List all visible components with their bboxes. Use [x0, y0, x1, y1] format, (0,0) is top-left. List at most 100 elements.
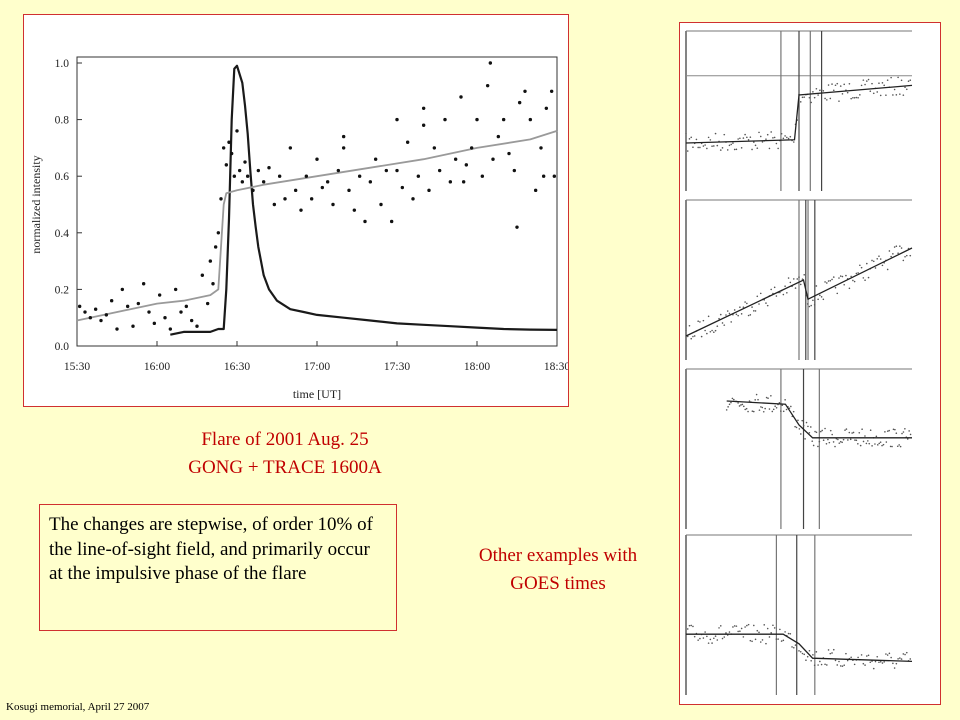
example-data-point	[906, 438, 909, 440]
example-data-point	[761, 639, 764, 641]
example-data-point	[831, 83, 833, 85]
data-point	[211, 282, 215, 286]
data-point	[104, 313, 109, 317]
data-point	[523, 89, 527, 94]
example-data-point	[686, 628, 689, 630]
example-data-point	[755, 393, 758, 396]
data-point	[469, 146, 474, 150]
data-point	[147, 310, 151, 314]
data-point	[315, 157, 319, 161]
example-data-point	[735, 313, 738, 316]
example-data-point	[834, 286, 837, 289]
example-data-point	[716, 144, 719, 147]
example-data-point	[878, 442, 881, 445]
example-data-point	[801, 652, 804, 655]
example-data-point	[747, 623, 750, 626]
example-data-point	[810, 304, 812, 307]
data-point	[352, 208, 357, 212]
example-data-point	[815, 87, 818, 90]
example-data-point	[767, 397, 769, 400]
example-data-point	[909, 658, 912, 660]
example-data-point	[792, 646, 795, 649]
example-data-point	[739, 137, 741, 140]
data-point	[544, 106, 549, 110]
data-point	[256, 168, 261, 173]
data-point	[432, 146, 437, 150]
example-data-point	[802, 424, 805, 427]
example-data-point	[784, 398, 786, 401]
example-data-point	[721, 147, 724, 149]
example-data-point	[839, 85, 842, 87]
data-point	[93, 307, 98, 311]
example-data-point	[900, 658, 903, 660]
example-data-point	[758, 409, 761, 411]
note-text: The changes are stepwise, of order 10% o…	[49, 514, 373, 584]
example-data-point	[782, 293, 785, 296]
example-data-point	[845, 428, 848, 430]
examples-plots	[685, 30, 913, 695]
data-point	[195, 324, 199, 328]
data-point	[277, 174, 282, 178]
example-data-point	[871, 82, 873, 85]
data-point	[221, 146, 226, 150]
y-tick-label: 0.4	[55, 228, 70, 240]
example-data-point	[707, 642, 710, 644]
example-data-point	[882, 443, 885, 446]
example-data-point	[697, 320, 699, 323]
example-data-point	[875, 435, 878, 438]
example-data-point	[699, 637, 701, 640]
example-data-point	[766, 627, 769, 630]
example-data-point	[850, 275, 852, 278]
example-data-point	[787, 277, 790, 279]
example-data-point	[784, 285, 786, 287]
example-data-point	[897, 76, 899, 79]
example-data-point	[885, 441, 888, 443]
example-data-point	[886, 268, 889, 271]
example-data-point	[784, 631, 786, 633]
example-data-point	[841, 665, 844, 667]
example-data-point	[866, 80, 868, 82]
example-data-point	[895, 662, 898, 665]
data-point	[507, 151, 511, 156]
data-point	[200, 273, 205, 277]
example-data-point	[838, 100, 840, 102]
example-data-point	[812, 91, 814, 93]
example-data-point	[842, 438, 845, 441]
example-data-point	[883, 84, 885, 87]
example-data-point	[762, 410, 765, 413]
example-data-point	[893, 246, 896, 248]
example-data-point	[859, 94, 861, 96]
x-tick-label: 18:00	[464, 361, 490, 373]
example-data-point	[753, 624, 755, 627]
example-data-point	[782, 410, 785, 413]
data-point	[512, 168, 517, 173]
example-data-point	[854, 439, 856, 441]
example-data-point	[699, 321, 701, 323]
example-data-point	[723, 324, 726, 326]
example-data-point	[774, 405, 776, 408]
example-data-point	[872, 260, 875, 263]
example-data-point	[832, 276, 835, 278]
example-data-point	[896, 445, 899, 448]
example-data-point	[730, 401, 732, 404]
example-data-point	[867, 654, 870, 657]
example-data-point	[782, 639, 785, 642]
data-point	[501, 117, 506, 122]
example-data-point	[862, 277, 865, 279]
example-data-point	[713, 145, 715, 147]
data-point	[131, 324, 135, 328]
example-data-point	[810, 101, 812, 104]
example-data-point	[904, 653, 906, 656]
example-data-point	[876, 257, 879, 260]
example-data-point	[733, 398, 735, 401]
example-data-point	[807, 425, 809, 428]
example-data-point	[744, 626, 746, 628]
example-data-point	[892, 94, 894, 96]
example-data-point	[881, 444, 883, 447]
example-data-point	[876, 655, 879, 658]
data-point	[400, 185, 405, 190]
example-data-point	[759, 292, 762, 295]
y-tick-label: 0.6	[55, 171, 70, 183]
example-data-point	[892, 428, 895, 431]
example-data-point	[808, 649, 811, 652]
